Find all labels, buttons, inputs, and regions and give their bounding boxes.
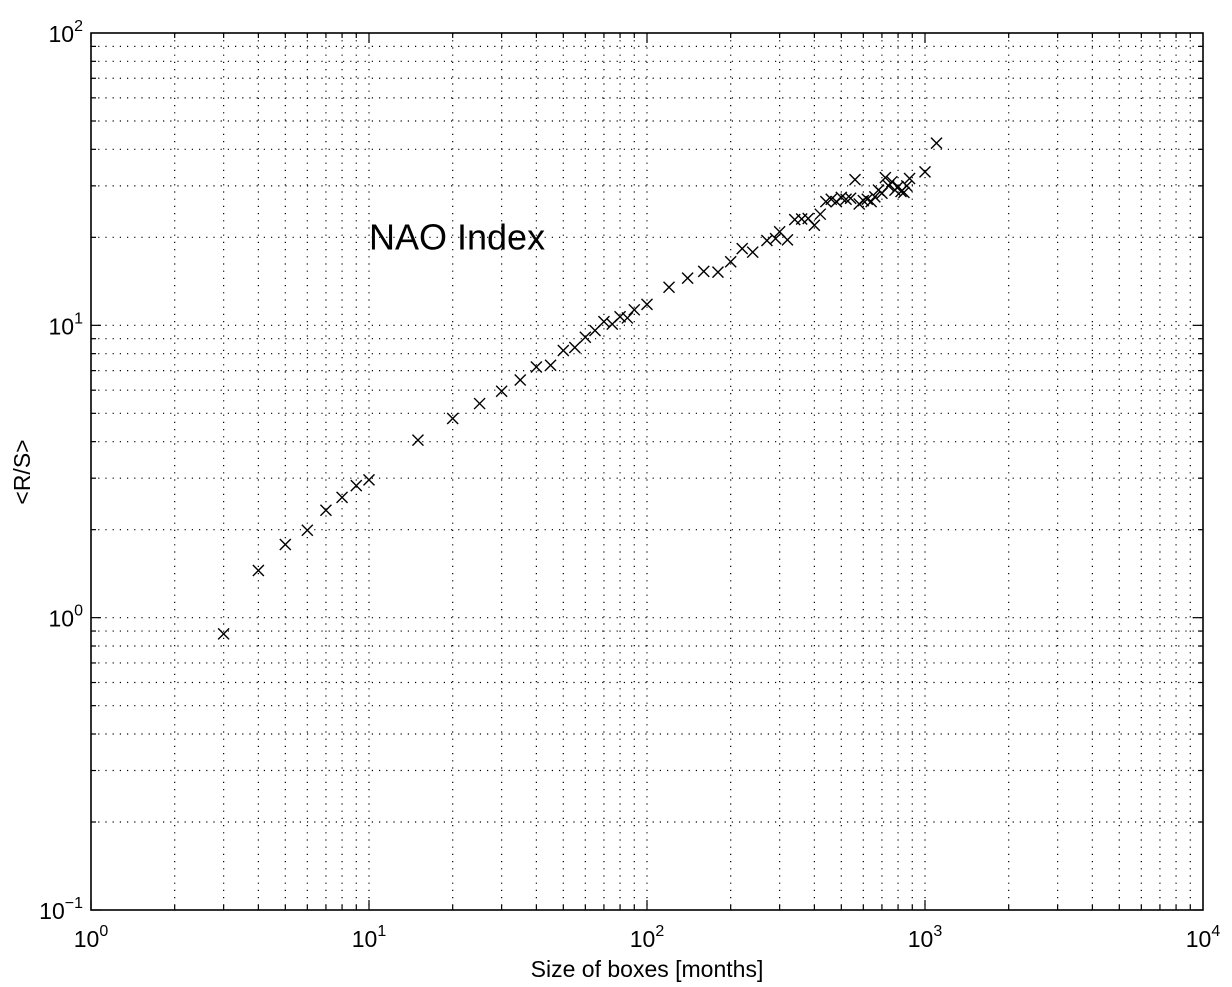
data-point-marker: [411, 434, 424, 447]
data-point-marker: [781, 233, 794, 246]
y-tick-label: 102: [49, 18, 84, 47]
data-point-marker: [557, 344, 570, 357]
x-tick-label: 101: [352, 923, 387, 952]
data-point-marker: [769, 232, 782, 245]
data-point-marker: [897, 186, 910, 199]
y-axis-label: <R/S>: [9, 439, 35, 504]
data-point-marker: [746, 246, 759, 259]
y-tick-label: 10−1: [39, 895, 83, 924]
data-point-marker: [473, 397, 486, 410]
data-point-marker: [885, 175, 898, 188]
x-tick-label: 102: [630, 923, 665, 952]
data-point-marker: [319, 504, 332, 517]
data-point-marker: [217, 627, 230, 640]
data-point-marker: [808, 219, 821, 232]
data-points: [217, 137, 943, 640]
data-point-marker: [903, 172, 916, 185]
x-tick-label: 104: [1186, 923, 1221, 952]
data-point-marker: [849, 173, 861, 186]
chart-annotation: NAO Index: [369, 216, 545, 257]
data-point-marker: [279, 538, 292, 551]
x-tick-label: 103: [908, 923, 943, 952]
x-axis-label: Size of boxes [months]: [531, 956, 764, 982]
data-point-marker: [628, 303, 641, 316]
data-point-marker: [663, 281, 676, 294]
data-point-marker: [530, 361, 543, 374]
data-point-marker: [724, 255, 737, 268]
data-point-marker: [868, 190, 881, 203]
data-point-marker: [350, 479, 363, 492]
data-point-marker: [641, 298, 653, 311]
annotations: NAO Index: [369, 216, 545, 257]
data-point-marker: [597, 315, 610, 328]
data-point-marker: [301, 524, 314, 537]
data-point-marker: [579, 331, 592, 344]
data-point-marker: [544, 359, 557, 372]
data-point-marker: [814, 208, 827, 221]
data-point-marker: [681, 272, 694, 285]
y-tick-label: 100: [49, 603, 84, 632]
y-tick-label: 101: [49, 310, 84, 339]
axis-labels: Size of boxes [months] <R/S>: [9, 439, 763, 982]
data-point-marker: [900, 179, 913, 192]
data-point-marker: [844, 192, 857, 205]
data-point-marker: [861, 193, 874, 206]
data-point-marker: [930, 137, 943, 150]
data-point-marker: [614, 310, 627, 323]
data-point-marker: [252, 564, 265, 577]
data-point-marker: [840, 193, 853, 206]
data-point-marker: [514, 374, 527, 387]
data-point-marker: [446, 412, 459, 425]
data-point-marker: [919, 165, 931, 178]
data-point-marker: [697, 265, 710, 278]
data-point-marker: [495, 385, 508, 398]
data-point-marker: [363, 473, 375, 486]
data-point-marker: [879, 171, 892, 184]
data-point-marker: [736, 242, 749, 255]
x-tick-label: 100: [74, 923, 109, 952]
data-point-marker: [621, 311, 634, 324]
data-point-marker: [568, 341, 581, 354]
data-point-marker: [711, 266, 724, 279]
data-point-marker: [336, 491, 349, 504]
